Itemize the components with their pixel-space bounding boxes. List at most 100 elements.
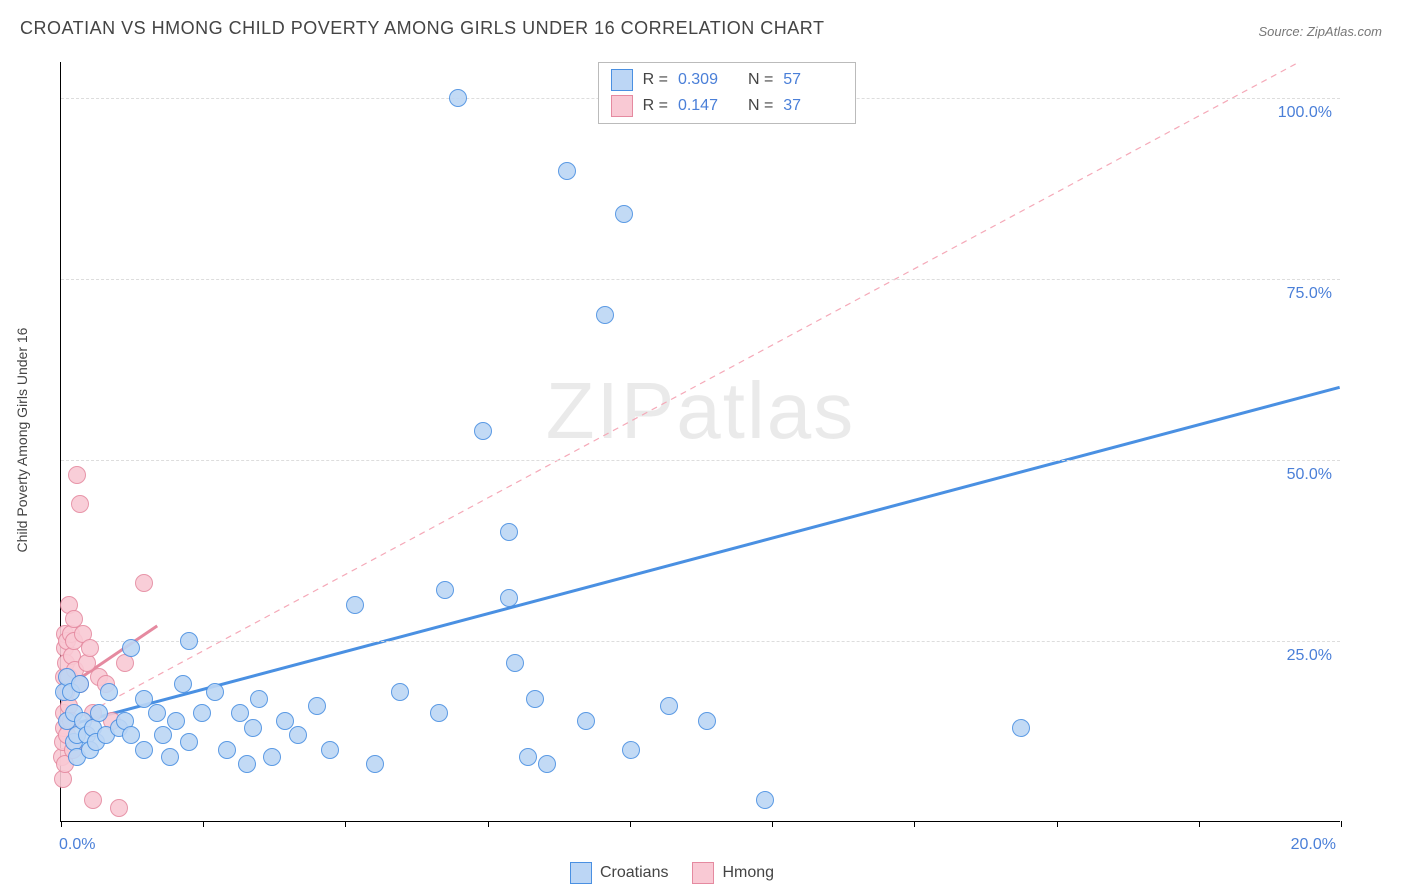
legend-swatch-hmong <box>692 862 714 884</box>
data-point <box>218 741 236 759</box>
x-tick <box>630 821 631 827</box>
data-point <box>558 162 576 180</box>
data-point <box>366 755 384 773</box>
data-point <box>506 654 524 672</box>
data-point <box>430 704 448 722</box>
data-point <box>500 523 518 541</box>
legend-stats-row-hmong: R = 0.147 N = 37 <box>599 93 856 119</box>
x-tick <box>1199 821 1200 827</box>
r-label: R = <box>643 71 668 89</box>
data-point <box>81 639 99 657</box>
data-point <box>321 741 339 759</box>
chart-title: CROATIAN VS HMONG CHILD POVERTY AMONG GI… <box>20 18 824 39</box>
data-point <box>71 495 89 513</box>
legend-swatch-croatians <box>611 69 633 91</box>
data-point <box>500 589 518 607</box>
x-tick <box>772 821 773 827</box>
r-label: R = <box>643 97 668 115</box>
x-tick <box>488 821 489 827</box>
source-label: Source: ZipAtlas.com <box>1258 24 1382 39</box>
data-point <box>615 205 633 223</box>
legend-label-hmong: Hmong <box>722 864 774 882</box>
data-point <box>174 675 192 693</box>
legend-item-croatians: Croatians <box>570 862 668 884</box>
legend-label-croatians: Croatians <box>600 864 668 882</box>
y-tick-label: 25.0% <box>1287 647 1332 665</box>
r-value-croatians: 0.309 <box>678 71 738 89</box>
x-tick <box>1341 821 1342 827</box>
data-point <box>90 704 108 722</box>
data-point <box>263 748 281 766</box>
data-point <box>71 675 89 693</box>
data-point <box>622 741 640 759</box>
data-point <box>84 791 102 809</box>
data-point <box>526 690 544 708</box>
data-point <box>596 306 614 324</box>
data-point <box>538 755 556 773</box>
data-point <box>244 719 262 737</box>
n-label: N = <box>748 97 773 115</box>
data-point <box>135 690 153 708</box>
legend-swatch-hmong <box>611 95 633 117</box>
y-tick-label: 50.0% <box>1287 466 1332 484</box>
data-point <box>391 683 409 701</box>
data-point <box>122 726 140 744</box>
data-point <box>474 422 492 440</box>
bottom-legend: Croatians Hmong <box>570 862 774 884</box>
data-point <box>193 704 211 722</box>
data-point <box>250 690 268 708</box>
grid-line <box>61 279 1340 280</box>
data-point <box>206 683 224 701</box>
data-point <box>231 704 249 722</box>
data-point <box>148 704 166 722</box>
legend-stats-box: R = 0.309 N = 57 R = 0.147 N = 37 <box>598 62 857 124</box>
data-point <box>180 733 198 751</box>
y-tick-label: 75.0% <box>1287 285 1332 303</box>
data-point <box>110 799 128 817</box>
data-point <box>289 726 307 744</box>
x-tick <box>345 821 346 827</box>
grid-line <box>61 641 1340 642</box>
data-point <box>577 712 595 730</box>
grid-line <box>61 460 1340 461</box>
data-point <box>167 712 185 730</box>
data-point <box>135 741 153 759</box>
data-point <box>660 697 678 715</box>
trend-lines <box>61 62 1340 821</box>
data-point <box>238 755 256 773</box>
plot-area: ZIPatlas 25.0%50.0%75.0%100.0%0.0%20.0% <box>60 62 1340 822</box>
legend-item-hmong: Hmong <box>692 862 774 884</box>
data-point <box>756 791 774 809</box>
chart-container: CROATIAN VS HMONG CHILD POVERTY AMONG GI… <box>0 0 1406 892</box>
n-value-hmong: 37 <box>783 97 843 115</box>
data-point <box>308 697 326 715</box>
y-tick-label: 100.0% <box>1278 104 1332 122</box>
data-point <box>276 712 294 730</box>
n-label: N = <box>748 71 773 89</box>
data-point <box>100 683 118 701</box>
data-point <box>449 89 467 107</box>
data-point <box>698 712 716 730</box>
data-point <box>1012 719 1030 737</box>
x-tick-label: 0.0% <box>59 836 95 854</box>
data-point <box>180 632 198 650</box>
x-tick <box>61 821 62 827</box>
y-axis-label: Child Poverty Among Girls Under 16 <box>14 328 30 553</box>
data-point <box>68 466 86 484</box>
data-point <box>154 726 172 744</box>
data-point <box>519 748 537 766</box>
x-tick <box>1057 821 1058 827</box>
data-point <box>161 748 179 766</box>
watermark: ZIPatlas <box>546 365 855 457</box>
data-point <box>135 574 153 592</box>
legend-swatch-croatians <box>570 862 592 884</box>
r-value-hmong: 0.147 <box>678 97 738 115</box>
x-tick <box>203 821 204 827</box>
data-point <box>122 639 140 657</box>
x-tick <box>914 821 915 827</box>
x-tick-label: 20.0% <box>1291 836 1336 854</box>
n-value-croatians: 57 <box>783 71 843 89</box>
data-point <box>346 596 364 614</box>
legend-stats-row-croatians: R = 0.309 N = 57 <box>599 67 856 93</box>
data-point <box>436 581 454 599</box>
